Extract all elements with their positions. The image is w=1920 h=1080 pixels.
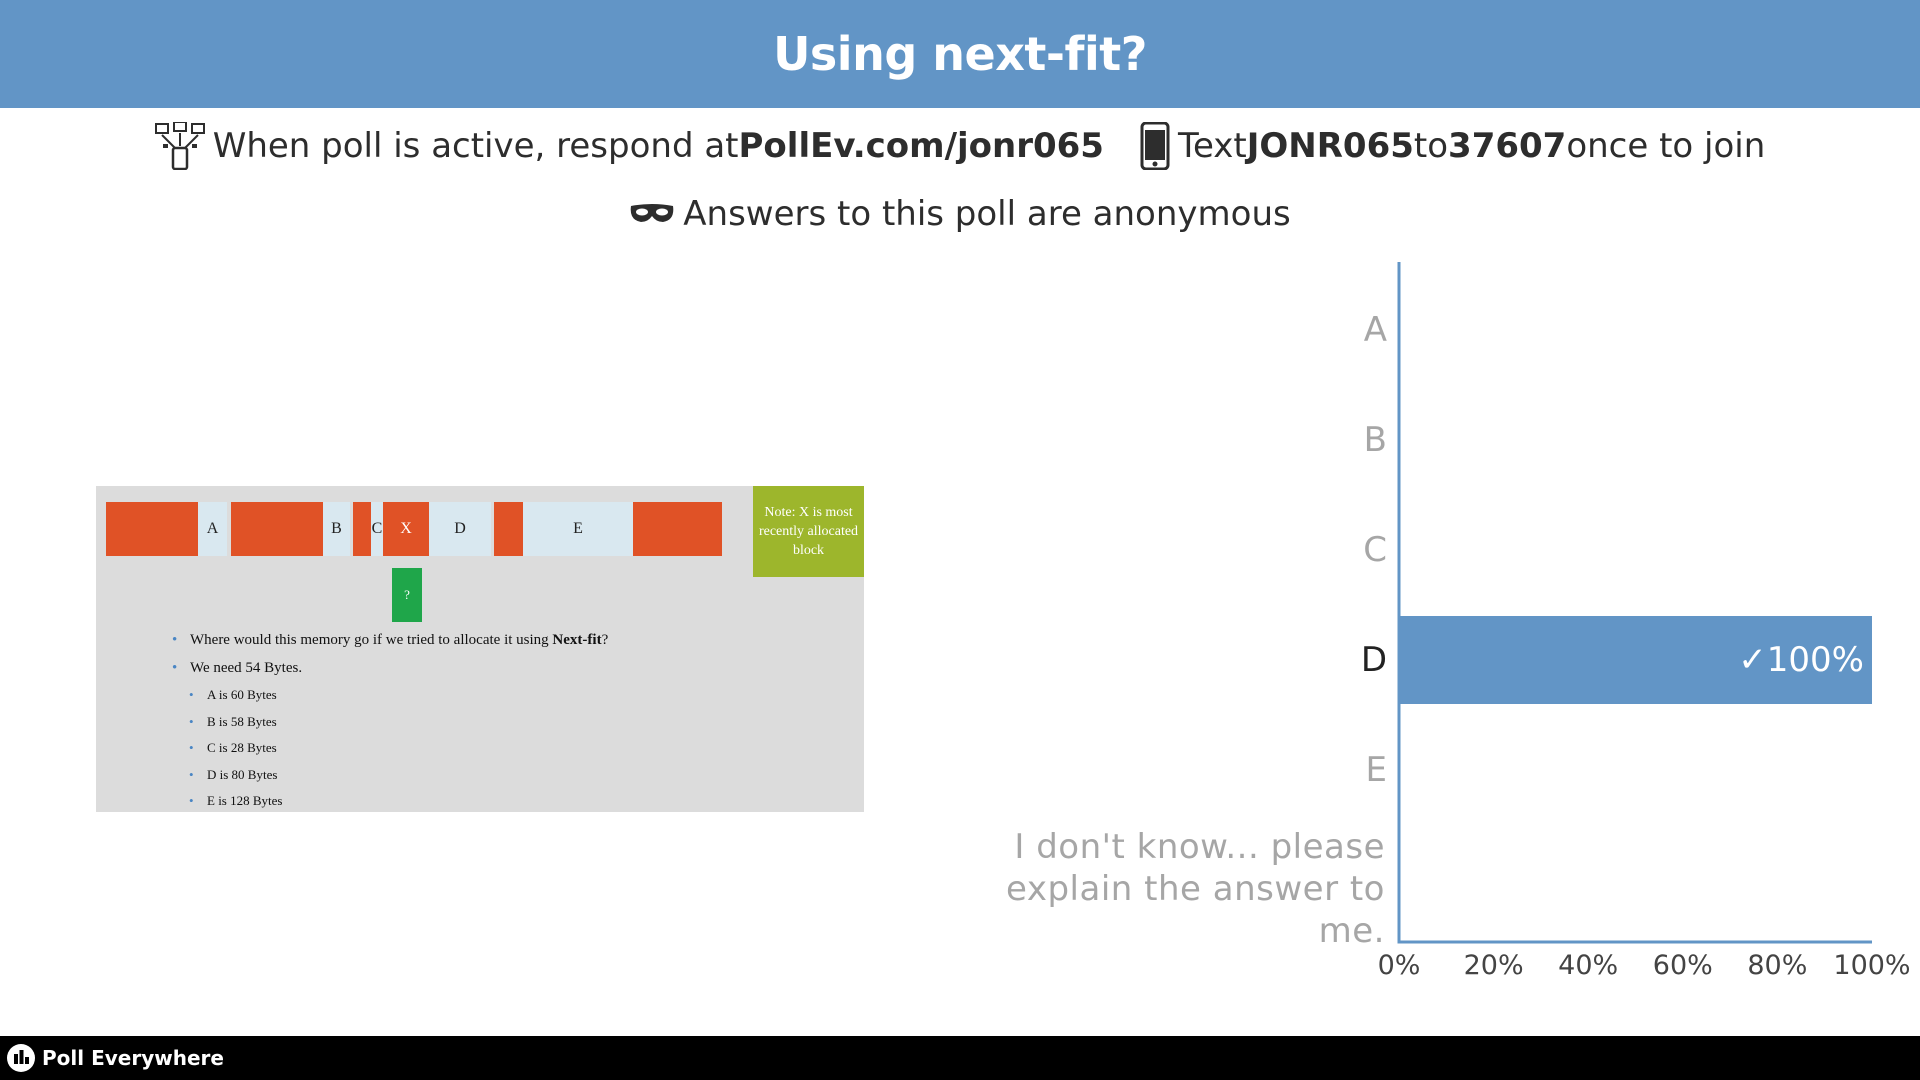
category-label: E [1365,750,1387,790]
text-number: 37607 [1448,126,1567,166]
bar-d [1399,616,1872,704]
footer-brand: Poll Everywhere [42,1046,224,1070]
used-block [633,502,722,556]
used-block [494,502,523,556]
used-block [106,502,198,556]
used-block [231,502,323,556]
text-prefix: Text [1177,126,1247,166]
x-tick-label: 0% [1377,950,1421,981]
sub-bullet: C is 28 Bytes [189,735,608,762]
anonymous-text: Answers to this poll are anonymous [683,194,1291,234]
category-label: D [1360,640,1387,680]
free-block-e: E [523,502,633,556]
free-block-d: D [429,502,491,556]
footer-bar: Poll Everywhere [0,1036,1920,1080]
header-bar: Using next-fit? [0,0,1920,108]
text-mid: to [1413,126,1449,166]
question-slide: A B C X D E Note: X is most recently all… [96,486,864,815]
category-label: I don't know... please explain the answe… [1006,827,1385,951]
free-block-c: C [371,502,383,556]
sub-bullet: A is 60 Bytes [189,682,608,709]
category-label: A [1363,310,1387,350]
sub-bullet: D is 80 Bytes [189,762,608,789]
chart-axis [1397,262,1872,944]
block-x: X [383,502,429,556]
request-block: ? [392,568,422,622]
respond-url[interactable]: PollEv.com/jonr065 [738,126,1104,166]
bar-value-label: ✓100% [1738,640,1864,680]
anonymous-notice: Answers to this poll are anonymous [0,186,1920,242]
x-tick-label: 60% [1652,950,1713,981]
text-code: JONR065 [1246,126,1414,166]
phone-icon [1140,122,1170,170]
join-instructions: When poll is active, respond at PollEv.c… [0,118,1920,174]
respond-text: When poll is active, respond at [212,126,739,166]
slide-bullets: Where would this memory go if we tried t… [172,626,608,815]
x-tick-label: 40% [1558,950,1619,981]
poll-title: Using next-fit? [773,27,1147,81]
x-tick-label: 100% [1833,950,1911,981]
bullet-question: Where would this memory go if we tried t… [172,626,608,654]
x-tick-label: 20% [1463,950,1524,981]
text-suffix: once to join [1566,126,1766,166]
mask-icon [629,202,675,226]
free-block-b: B [323,502,350,556]
note-text: Note: X is most recently allocated block [758,505,859,558]
bullet-need: We need 54 Bytes. [172,654,608,682]
x-tick-label: 80% [1747,950,1808,981]
free-block-a: A [198,502,227,556]
category-label: C [1363,530,1387,570]
note-box: Note: X is most recently allocated block [753,486,864,577]
poll-everywhere-logo-icon [6,1043,36,1073]
sub-bullet: E is 128 Bytes [189,788,608,815]
used-block [353,502,371,556]
network-icon [154,122,205,170]
sub-bullet: B is 58 Bytes [189,709,608,736]
category-label: B [1363,420,1387,460]
